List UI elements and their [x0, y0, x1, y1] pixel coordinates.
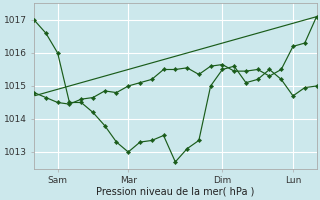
X-axis label: Pression niveau de la mer( hPa ): Pression niveau de la mer( hPa )	[96, 187, 254, 197]
